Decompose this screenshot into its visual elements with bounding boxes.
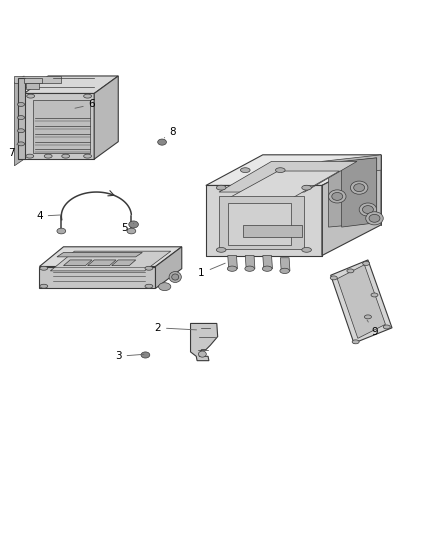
- Polygon shape: [342, 158, 377, 227]
- Ellipse shape: [240, 168, 250, 173]
- Ellipse shape: [84, 94, 92, 98]
- Ellipse shape: [18, 129, 25, 133]
- Polygon shape: [322, 155, 381, 255]
- Ellipse shape: [352, 340, 359, 344]
- Polygon shape: [206, 185, 322, 255]
- Ellipse shape: [362, 206, 373, 214]
- Ellipse shape: [245, 266, 254, 271]
- Polygon shape: [219, 197, 304, 249]
- Polygon shape: [88, 260, 116, 265]
- Ellipse shape: [363, 262, 370, 265]
- Polygon shape: [228, 171, 339, 199]
- Text: 3: 3: [115, 351, 144, 361]
- Polygon shape: [155, 247, 182, 288]
- Polygon shape: [206, 155, 381, 185]
- Ellipse shape: [198, 351, 206, 357]
- Ellipse shape: [18, 102, 25, 107]
- Ellipse shape: [328, 190, 346, 203]
- Text: 5: 5: [121, 223, 134, 233]
- Ellipse shape: [62, 154, 70, 158]
- Polygon shape: [26, 84, 39, 89]
- Polygon shape: [24, 76, 118, 93]
- Polygon shape: [243, 225, 302, 237]
- Ellipse shape: [26, 154, 34, 158]
- Ellipse shape: [40, 284, 48, 288]
- Ellipse shape: [302, 247, 311, 252]
- Polygon shape: [39, 247, 182, 266]
- Ellipse shape: [158, 139, 166, 145]
- Text: 7: 7: [7, 144, 18, 158]
- Ellipse shape: [27, 94, 35, 98]
- Polygon shape: [191, 324, 218, 361]
- Polygon shape: [263, 255, 272, 269]
- Ellipse shape: [366, 212, 383, 225]
- Polygon shape: [33, 100, 90, 154]
- Ellipse shape: [350, 181, 368, 194]
- Ellipse shape: [302, 185, 311, 190]
- Ellipse shape: [145, 266, 153, 270]
- Ellipse shape: [145, 284, 153, 288]
- Polygon shape: [228, 203, 291, 246]
- Polygon shape: [245, 255, 255, 269]
- Ellipse shape: [359, 203, 377, 216]
- Ellipse shape: [330, 276, 337, 280]
- Ellipse shape: [353, 184, 364, 191]
- Text: 8: 8: [164, 127, 177, 138]
- Ellipse shape: [371, 293, 378, 297]
- Ellipse shape: [169, 271, 181, 282]
- Ellipse shape: [276, 168, 285, 173]
- Ellipse shape: [280, 268, 290, 273]
- Polygon shape: [39, 266, 155, 288]
- Polygon shape: [94, 76, 118, 159]
- Ellipse shape: [129, 221, 138, 228]
- Ellipse shape: [18, 142, 25, 146]
- Polygon shape: [64, 260, 92, 265]
- Ellipse shape: [347, 269, 354, 273]
- Text: 4: 4: [36, 211, 61, 221]
- Ellipse shape: [159, 282, 171, 290]
- Ellipse shape: [18, 116, 25, 119]
- Polygon shape: [228, 255, 237, 269]
- Ellipse shape: [383, 325, 390, 329]
- Text: 2: 2: [154, 323, 197, 333]
- Polygon shape: [337, 265, 385, 338]
- Text: 1: 1: [198, 263, 225, 278]
- Ellipse shape: [127, 228, 136, 234]
- Polygon shape: [14, 76, 61, 83]
- Polygon shape: [219, 161, 357, 192]
- Ellipse shape: [369, 214, 380, 222]
- Polygon shape: [24, 93, 94, 159]
- Polygon shape: [328, 158, 377, 227]
- Ellipse shape: [172, 274, 179, 280]
- Polygon shape: [322, 155, 381, 177]
- Text: 6: 6: [75, 100, 95, 109]
- Ellipse shape: [57, 228, 66, 234]
- Text: 9: 9: [367, 320, 378, 337]
- Polygon shape: [112, 260, 136, 265]
- Ellipse shape: [216, 247, 226, 252]
- Ellipse shape: [141, 352, 150, 358]
- Ellipse shape: [332, 192, 343, 200]
- Polygon shape: [14, 76, 24, 166]
- Polygon shape: [24, 78, 42, 84]
- Polygon shape: [331, 260, 392, 343]
- Polygon shape: [57, 253, 142, 257]
- Polygon shape: [280, 258, 290, 271]
- Polygon shape: [18, 78, 25, 159]
- Ellipse shape: [364, 315, 371, 319]
- Ellipse shape: [262, 266, 272, 271]
- Ellipse shape: [84, 154, 92, 158]
- Ellipse shape: [227, 266, 237, 271]
- Ellipse shape: [216, 185, 226, 190]
- Ellipse shape: [44, 154, 52, 158]
- Polygon shape: [50, 251, 171, 271]
- Ellipse shape: [40, 266, 48, 270]
